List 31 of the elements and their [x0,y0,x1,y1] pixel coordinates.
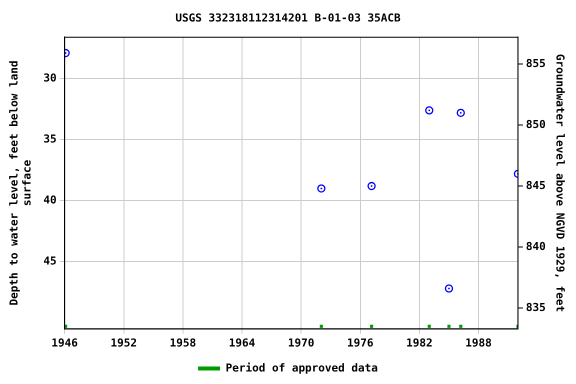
point [444,284,454,293]
y2-tick-label: 850 [526,118,546,131]
y2-tick-label: 835 [526,300,546,314]
legend-label: Period of approved data [226,361,378,374]
x-tick-label: 1964 [228,336,256,350]
x-tick-label: 1988 [465,336,492,350]
y-tick-label: 35 [43,132,57,146]
chart-title: USGS 332318112314201 B-01-03 35ACB [175,11,401,24]
point [447,324,451,328]
point [367,182,376,190]
x-tick-label: 1946 [51,336,78,350]
y2-axis-title: Groundwater level above NGVD 1929, feet [554,54,567,312]
y-tick-label: 30 [43,72,57,85]
x-tick-label: 1952 [110,336,138,350]
point [428,324,431,328]
x-tick-label: 1976 [347,336,374,350]
point [370,324,374,328]
y2-tick-label: 855 [526,56,546,70]
point [320,324,323,328]
y-axis-title: Depth to water level, feet below land surface [7,60,34,306]
y-tick-label: 40 [43,194,57,207]
point [425,106,434,115]
y2-tick-label: 845 [526,178,546,192]
point [456,108,465,117]
x-tick-label: 1958 [170,336,196,350]
point [459,324,462,328]
x-tick-label: 1982 [406,336,433,350]
y-tick-label: 45 [43,254,57,268]
point [317,184,326,193]
y2-tick-label: 840 [526,240,546,253]
x-tick-label: 1970 [288,336,314,350]
